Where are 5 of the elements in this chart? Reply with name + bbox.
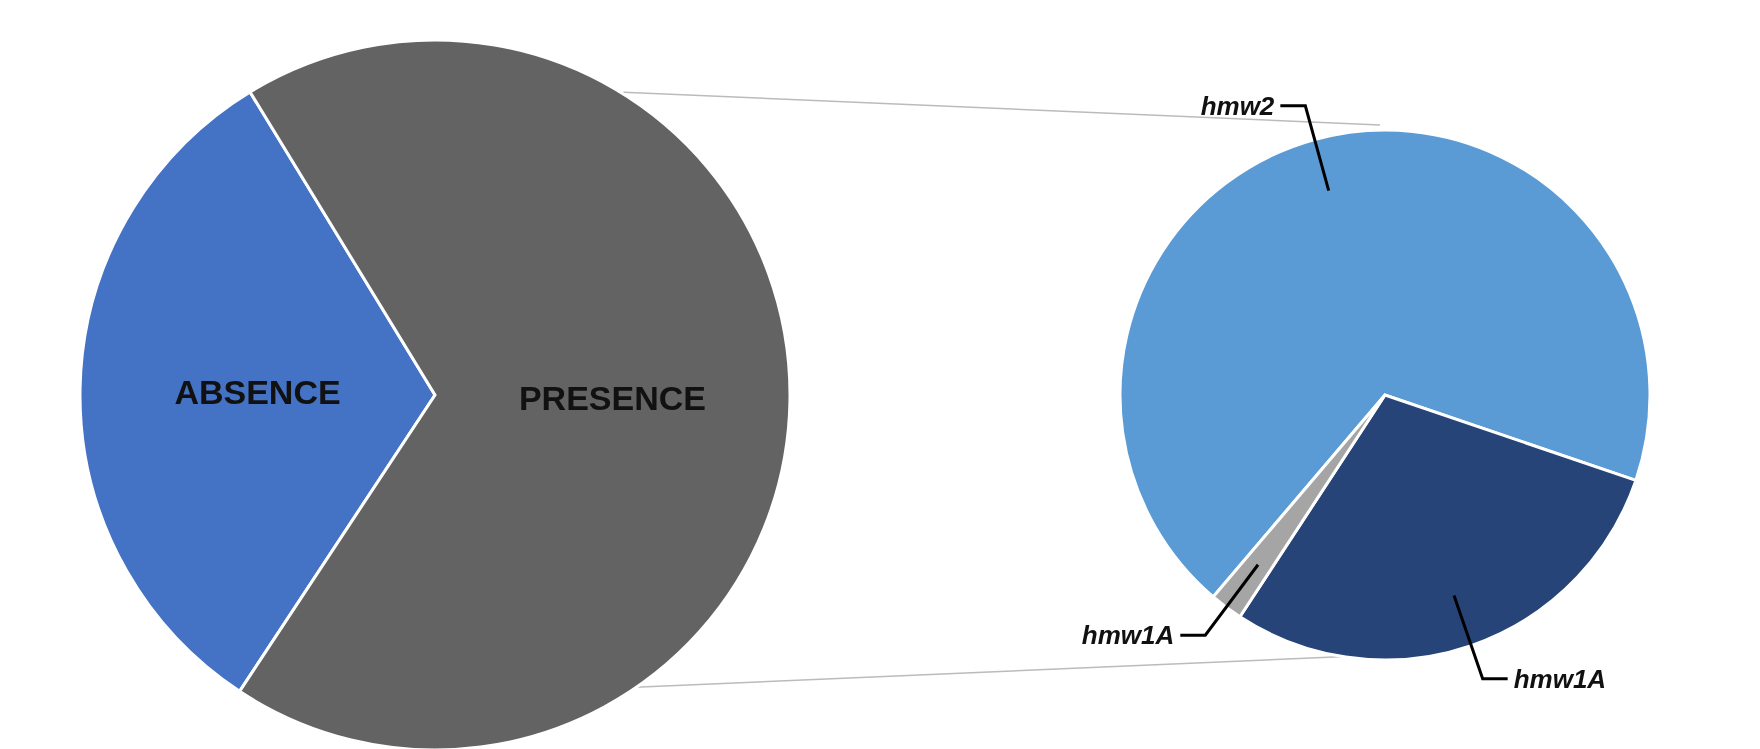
- slice-label: ABSENCE: [174, 372, 341, 411]
- slice-label: hmw1A: [1081, 620, 1175, 651]
- slice-label: hmw1A: [1513, 663, 1607, 694]
- slice-label: hmw2: [1200, 90, 1275, 121]
- slice-label: PRESENCE: [518, 379, 706, 418]
